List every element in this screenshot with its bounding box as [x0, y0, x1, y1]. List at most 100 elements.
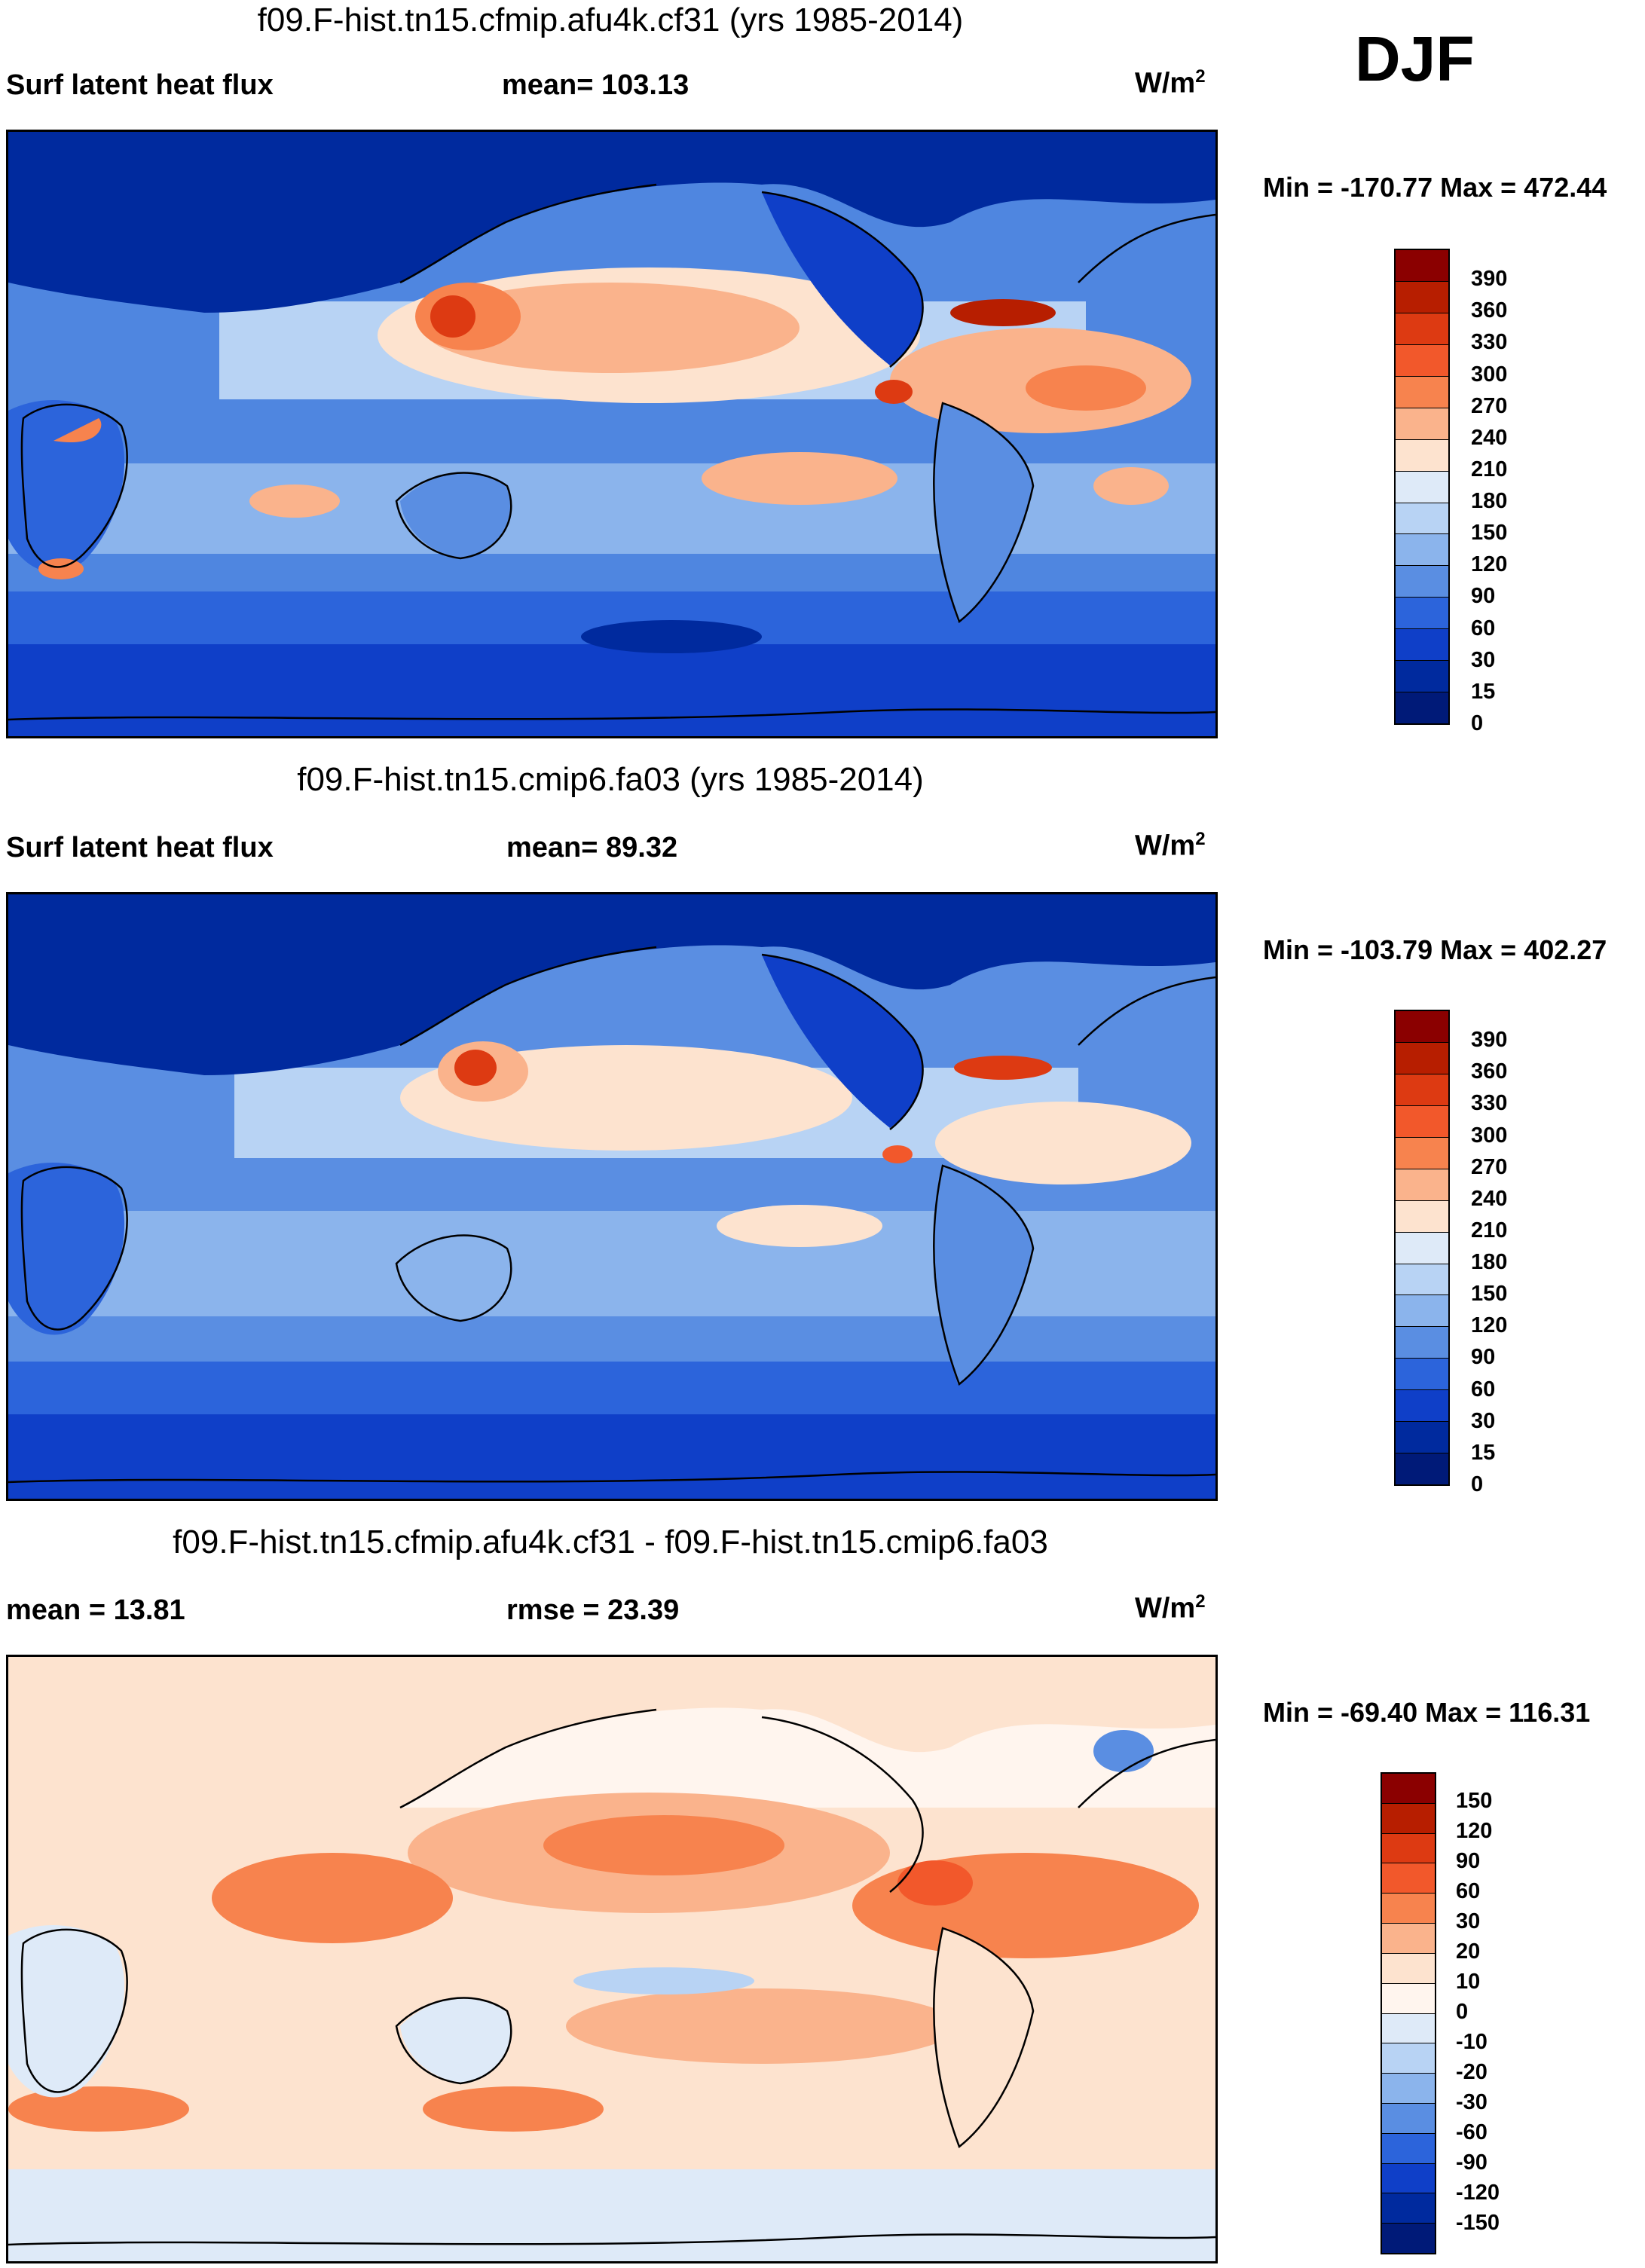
map-southeast-pacific-high: [702, 452, 897, 505]
coastline-asia: [399, 946, 657, 1047]
colorbar-segment: [1396, 1327, 1448, 1359]
map-south-atlantic-high: [1093, 467, 1169, 505]
map-africa: [8, 1163, 125, 1335]
map-kuroshio-core: [430, 295, 475, 338]
colorbar-tick-label: 360: [1471, 1059, 1508, 1084]
panel-1-units: W/m2: [1135, 66, 1206, 99]
colorbar-segment: [1396, 566, 1448, 598]
coastline-africa: [20, 1166, 128, 1331]
colorbar-segment: [1396, 629, 1448, 662]
map-africa: [8, 1925, 125, 2098]
map-coastlines: [8, 183, 1215, 721]
coastline-africa: [20, 1928, 128, 2093]
map-south-subtropic-band: [8, 1211, 1215, 1316]
colorbar-tick-label: 270: [1471, 393, 1508, 418]
colorbar-segment: [1396, 692, 1448, 724]
colorbar-segment: [1396, 1011, 1448, 1043]
panel-3-minmax: Min = -69.40 Max = 116.31: [1263, 1697, 1591, 1728]
colorbar-segment: [1382, 1924, 1435, 1954]
colorbar-tick-label: 150: [1471, 1282, 1508, 1307]
map-coastlines: [8, 946, 1215, 1484]
colorbar-tick-label: 240: [1471, 1186, 1508, 1211]
panel-2-colorbar-labels: 390 360 330 300 270 240 210 180 150 120 90 60 30 15 0: [1471, 1010, 1561, 1496]
map-southern-ocean-deep: [8, 644, 1215, 736]
panel-1-map-svg: [8, 132, 1215, 736]
colorbar-segment: [1396, 661, 1448, 693]
map-southern-ocean-neutral: [8, 2169, 1215, 2261]
map-southeast-pacific-high: [717, 1205, 882, 1247]
map-gulf-stream: [954, 1056, 1052, 1080]
colorbar-tick-label: 360: [1471, 298, 1508, 323]
panel-1-minmax: Min = -170.77 Max = 472.44: [1263, 172, 1607, 203]
coastline-europe: [1078, 976, 1215, 1046]
coastline-south-america: [933, 1927, 1035, 2149]
colorbar-segment: [1396, 1200, 1448, 1233]
colorbar-segment: [1396, 1390, 1448, 1423]
colorbar-tick-label: 390: [1471, 1028, 1508, 1053]
colorbar-tick-label: 210: [1471, 457, 1508, 481]
colorbar-tick-label: 0: [1456, 2000, 1469, 2024]
colorbar-segment: [1382, 1863, 1435, 1894]
map-north-america: [762, 955, 924, 1128]
colorbar-segment: [1396, 1295, 1448, 1328]
coastline-asia: [399, 1708, 657, 1809]
map-kuroshio-core: [454, 1050, 497, 1086]
map-north-atlantic-core: [1026, 365, 1146, 411]
colorbar-tick-label: 15: [1471, 1440, 1496, 1465]
colorbar-segment: [1396, 281, 1448, 313]
colorbar-segment: [1396, 1169, 1448, 1201]
panel-2-map-svg: [8, 894, 1215, 1499]
coastline-africa: [20, 403, 128, 568]
panel-1-variable-label: Surf latent heat flux: [6, 69, 274, 101]
colorbar-segment: [1396, 1042, 1448, 1074]
colorbar-segment: [1396, 344, 1448, 377]
panel-2-map: [6, 892, 1218, 1501]
colorbar-tick-label: 300: [1471, 362, 1508, 387]
map-australia: [400, 1235, 511, 1320]
panel-3-map: [6, 1655, 1218, 2263]
colorbar-segment: [1396, 1422, 1448, 1454]
coastline-australia: [395, 1997, 512, 2085]
map-africa: [8, 400, 125, 573]
colorbar-tick-label: 300: [1471, 1123, 1508, 1148]
map-north-atlantic-increase: [852, 1853, 1199, 1958]
colorbar-tick-label: 10: [1456, 1970, 1481, 1994]
map-south-subtropic-band: [8, 463, 1215, 554]
panel-3-colorbar-labels: 150 120 90 60 30 20 10 0 -10 -20 -30 -60 -90 -120 -150: [1456, 1772, 1546, 2254]
colorbar-tick-label: 60: [1456, 1879, 1481, 1903]
colorbar-tick-label: 20: [1456, 1939, 1481, 1964]
colorbar-tick-label: -10: [1456, 2030, 1488, 2054]
map-north-pacific-core: [543, 1815, 784, 1875]
colorbar-segment: [1382, 2224, 1435, 2253]
coastline-south-america: [933, 402, 1035, 624]
colorbar-tick-label: 120: [1471, 552, 1508, 577]
panel-3-units: W/m2: [1135, 1591, 1206, 1625]
colorbar-tick-label: 60: [1471, 616, 1496, 640]
colorbar-tick-label: -20: [1456, 2060, 1488, 2084]
colorbar-segment: [1396, 1453, 1448, 1485]
map-northern-land: [8, 1657, 1215, 1838]
map-south-america: [934, 1928, 1033, 2147]
panel-2-colorbar: [1394, 1010, 1450, 1486]
coastline-asia: [399, 183, 657, 284]
colorbar-segment: [1382, 1803, 1435, 1834]
map-north-atlantic-band: [935, 1102, 1191, 1184]
colorbar-tick-label: 90: [1471, 1345, 1496, 1370]
colorbar-segment: [1396, 1105, 1448, 1138]
map-south-atlantic-increase: [8, 2086, 189, 2132]
map-south-america: [934, 1166, 1033, 1384]
map-northern-land: [8, 132, 1215, 313]
map-agulhas: [38, 558, 84, 579]
map-low-flux-patch: [581, 620, 762, 653]
colorbar-tick-label: 390: [1471, 267, 1508, 292]
map-coastlines: [8, 1708, 1215, 2246]
colorbar-segment: [1382, 1774, 1435, 1804]
colorbar-tick-label: -150: [1456, 2211, 1500, 2235]
colorbar-segment: [1382, 2074, 1435, 2104]
panel-1-map: [6, 130, 1218, 738]
map-gulf-stream: [950, 299, 1056, 326]
colorbar-segment: [1396, 313, 1448, 345]
map-northern-land: [8, 894, 1215, 1075]
colorbar-segment: [1396, 503, 1448, 535]
colorbar-segment: [1382, 2133, 1435, 2164]
